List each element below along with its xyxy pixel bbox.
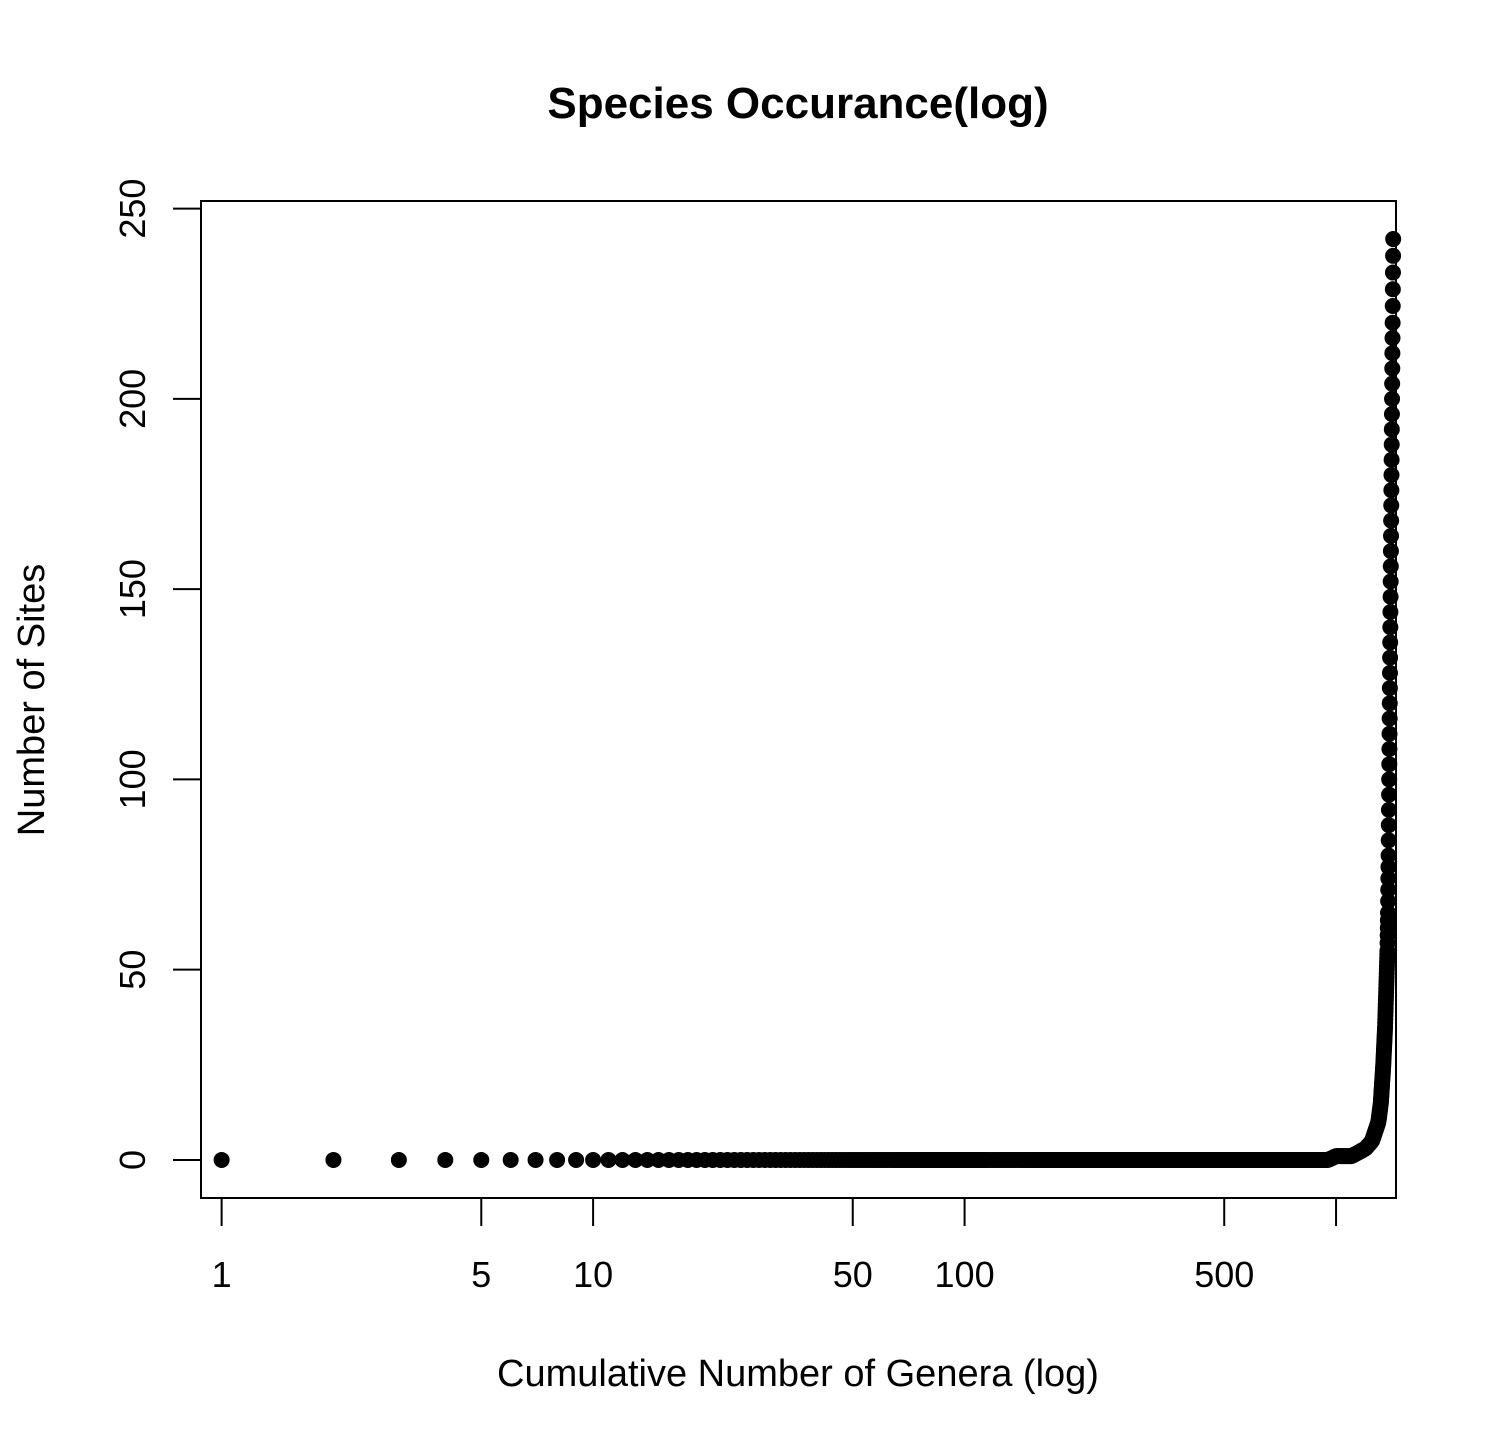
data-point <box>1384 375 1401 392</box>
data-point <box>1382 619 1399 636</box>
data-point <box>1385 247 1402 264</box>
x-tick-label: 100 <box>935 1254 995 1295</box>
data-point <box>1380 847 1397 864</box>
data-point <box>1381 786 1398 803</box>
data-point <box>614 1151 631 1168</box>
x-tick-label: 1 <box>212 1254 232 1295</box>
data-point <box>1383 466 1400 483</box>
chart-title: Species Occurance(log) <box>547 79 1048 128</box>
y-tick-label: 250 <box>112 179 153 239</box>
data-point <box>1382 543 1399 560</box>
data-point <box>1383 527 1400 544</box>
data-point <box>1384 390 1401 407</box>
y-tick-label: 0 <box>112 1150 153 1170</box>
data-point <box>1381 695 1398 712</box>
data-point <box>502 1151 519 1168</box>
data-point <box>1382 558 1399 575</box>
data-point <box>1381 756 1398 773</box>
data-point <box>1381 680 1398 697</box>
y-axis: 0 50 100 150 200 250 <box>112 179 202 1170</box>
x-tick-label: 10 <box>573 1254 613 1295</box>
data-point <box>1384 314 1401 331</box>
data-point <box>325 1151 342 1168</box>
data-point <box>600 1151 617 1168</box>
data-point <box>1380 904 1397 921</box>
data-point <box>1383 497 1400 514</box>
data-point <box>1384 281 1401 298</box>
x-tick-label: 50 <box>833 1254 873 1295</box>
data-point <box>1382 603 1399 620</box>
data-point <box>1382 573 1399 590</box>
data-point <box>568 1151 585 1168</box>
y-tick-label: 200 <box>112 369 153 429</box>
data-point <box>1383 436 1400 453</box>
data-point <box>1383 451 1400 468</box>
data-points <box>213 231 1402 1168</box>
data-point <box>549 1151 566 1168</box>
data-point <box>1382 634 1399 651</box>
data-point <box>1383 512 1400 529</box>
y-axis-label: Number of Sites <box>11 564 53 836</box>
data-point <box>627 1151 644 1168</box>
data-point <box>639 1151 656 1168</box>
data-point <box>1385 231 1402 248</box>
data-point <box>213 1151 230 1168</box>
x-axis: 1 5 10 50 100 500 <box>212 1197 1338 1295</box>
data-point <box>473 1151 490 1168</box>
data-point <box>1383 421 1400 438</box>
x-tick-label: 500 <box>1194 1254 1254 1295</box>
y-tick-label: 150 <box>112 559 153 619</box>
data-point <box>527 1151 544 1168</box>
data-point <box>1384 264 1401 281</box>
x-axis-label: Cumulative Number of Genera (log) <box>497 1353 1099 1395</box>
data-point <box>437 1151 454 1168</box>
plot-frame <box>200 200 1397 1199</box>
data-point <box>1381 740 1398 757</box>
data-point <box>1381 710 1398 727</box>
data-point <box>1380 881 1397 898</box>
data-point <box>1381 725 1398 742</box>
data-point <box>1380 801 1397 818</box>
data-point <box>1384 298 1401 315</box>
y-tick-label: 100 <box>112 749 153 809</box>
data-point <box>1384 329 1401 346</box>
data-point <box>1380 858 1397 875</box>
data-point <box>1384 360 1401 377</box>
data-point <box>1383 482 1400 499</box>
data-point <box>1382 649 1399 666</box>
data-point <box>585 1151 602 1168</box>
y-tick-label: 50 <box>112 950 153 990</box>
data-point <box>1380 817 1397 834</box>
data-point <box>1381 664 1398 681</box>
data-point <box>390 1151 407 1168</box>
data-point <box>1380 832 1397 849</box>
data-point <box>1384 345 1401 362</box>
x-tick-label: 5 <box>471 1254 491 1295</box>
data-point <box>1381 771 1398 788</box>
data-point <box>1380 870 1397 887</box>
data-point <box>1380 893 1397 910</box>
data-point <box>1383 406 1400 423</box>
data-point <box>1382 588 1399 605</box>
